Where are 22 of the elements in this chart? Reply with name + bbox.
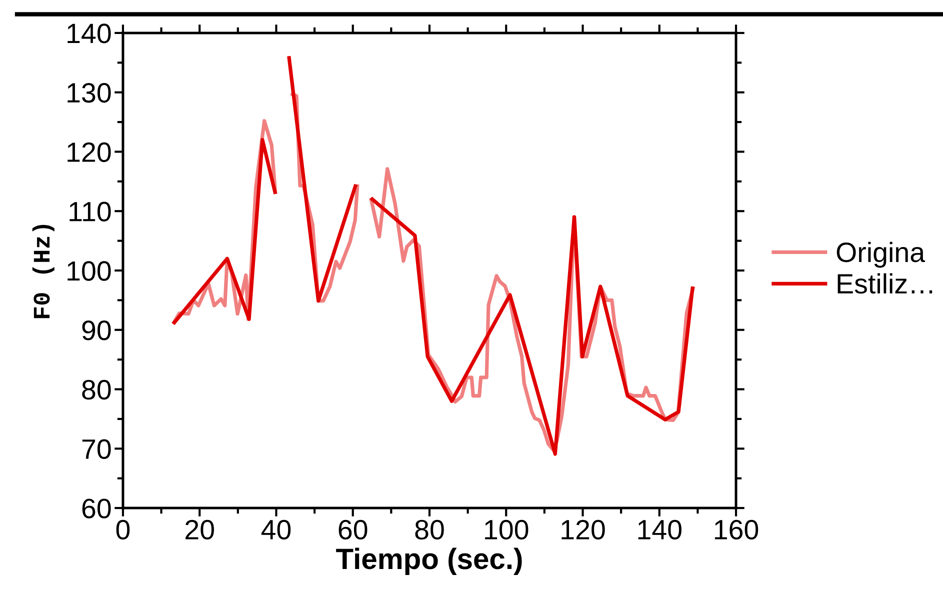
x-tick-label: 80 xyxy=(415,520,444,540)
y-tick-label: 70 xyxy=(82,439,111,459)
y-axis-title: F0 (Hz) xyxy=(32,224,54,318)
y-tick-label: 90 xyxy=(82,320,111,340)
x-tick-label: 160 xyxy=(714,520,758,540)
y-tick-label: 110 xyxy=(70,202,111,222)
y-tick-label: 140 xyxy=(68,24,111,44)
x-tick-label: 140 xyxy=(638,520,682,540)
x-axis-title: Tiempo (sec.) xyxy=(336,548,522,575)
x-tick-label: 40 xyxy=(261,520,291,540)
y-tick-label: 120 xyxy=(68,142,111,162)
x-tick-label: 0 xyxy=(116,520,130,540)
legend-label: Origina xyxy=(836,242,926,268)
x-tick-label: 20 xyxy=(186,520,214,540)
x-tick-label: 100 xyxy=(485,520,528,540)
y-tick-label: 60 xyxy=(82,498,111,518)
y-tick-label: 100 xyxy=(68,261,111,281)
x-tick-label: 120 xyxy=(562,520,605,540)
legend-label: Estiliz… xyxy=(838,273,932,294)
y-tick-label: 130 xyxy=(68,83,111,103)
y-tick-label: 80 xyxy=(82,380,111,400)
x-tick-label: 60 xyxy=(338,520,368,540)
